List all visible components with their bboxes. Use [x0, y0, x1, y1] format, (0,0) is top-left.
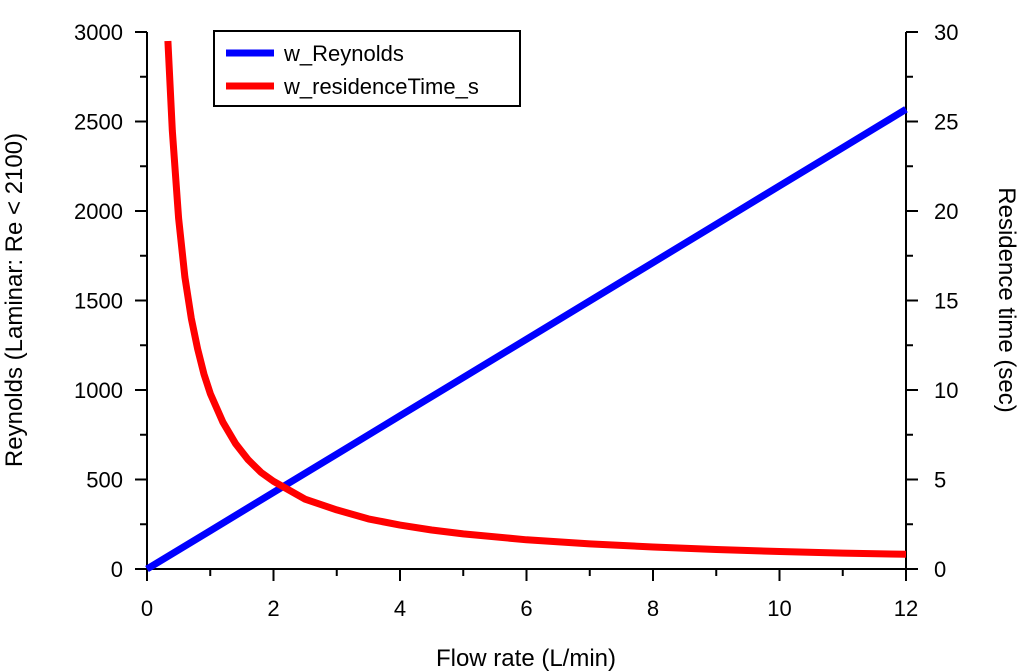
axes: 0 2 4 6 8 10 12 0 500 1000 1500 2000 2500 3000 0 5 10 15 2… [74, 20, 958, 621]
x-tick-label: 12 [894, 596, 918, 621]
x-tick-label: 10 [767, 596, 791, 621]
x-tick-label: 2 [267, 596, 279, 621]
legend-box [213, 30, 521, 107]
x-axis-label: Flow rate (L/min) [436, 645, 616, 672]
series-line-w_Reynolds [145, 106, 908, 572]
y-right-tick-label: 5 [934, 468, 946, 493]
y-axis-left-label: Reynolds (Laminar: Re < 2100) [1, 133, 28, 467]
y-left-tick-label: 3000 [74, 20, 123, 45]
y-left-tick-label: 1500 [74, 289, 123, 314]
x-tick-label: 6 [520, 596, 532, 621]
y-right-tick-label: 25 [934, 110, 958, 135]
y-left-tick-label: 2500 [74, 110, 123, 135]
y-right-tick-label: 10 [934, 378, 958, 403]
y-right-tick-label: 30 [934, 20, 958, 45]
y-right-tick-label: 20 [934, 199, 958, 224]
y-right-tick-label: 15 [934, 289, 958, 314]
series-line-w_residenceTime_s [164, 40, 907, 558]
y-left-tick-label: 0 [111, 557, 123, 582]
x-tick-label: 8 [647, 596, 659, 621]
legend: w_Reynolds w_residenceTime_s [213, 30, 521, 107]
plot-area [145, 40, 908, 572]
y-left-tick-label: 2000 [74, 199, 123, 224]
y-axis-right-label: Residence time (sec) [993, 187, 1020, 412]
x-tick-label: 4 [394, 596, 406, 621]
legend-label: w_Reynolds [283, 41, 404, 66]
x-tick-label: 0 [141, 596, 153, 621]
legend-label: w_residenceTime_s [283, 74, 479, 99]
y-right-tick-label: 0 [934, 557, 946, 582]
y-left-tick-label: 500 [86, 468, 123, 493]
y-left-tick-label: 1000 [74, 378, 123, 403]
